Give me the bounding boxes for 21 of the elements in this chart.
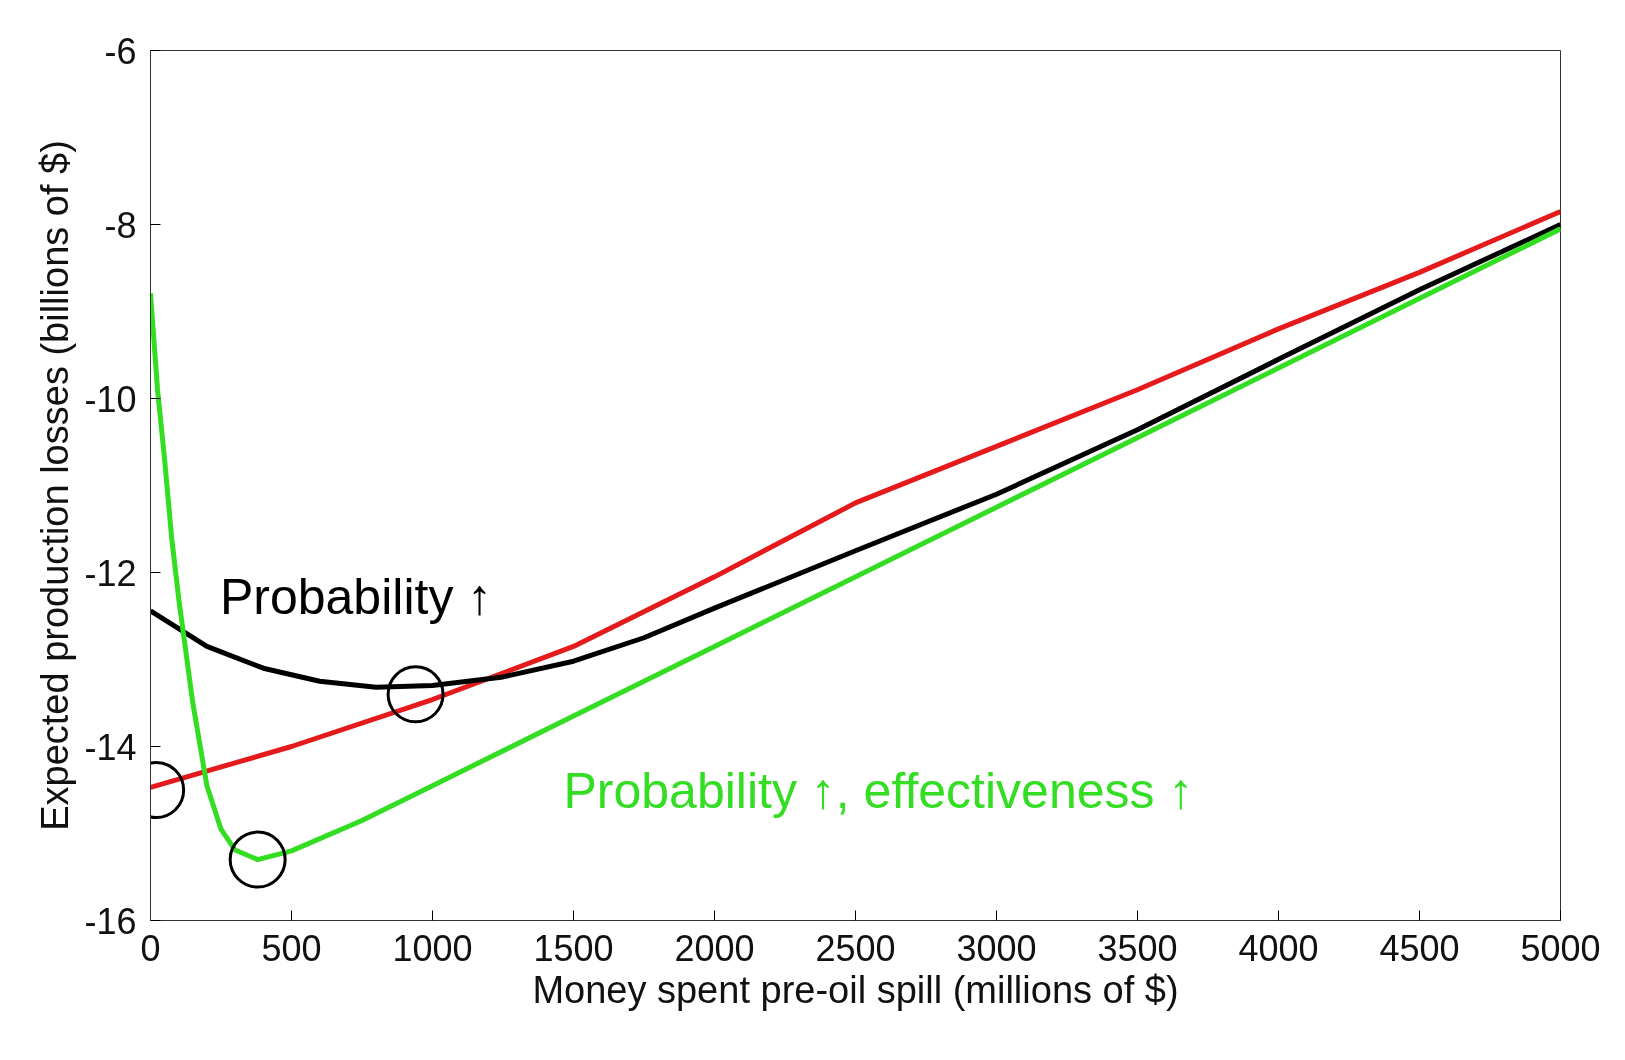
x-tick-label: 4500 [1379,927,1460,969]
x-tick-label: 2000 [674,927,755,969]
x-tick-label: 2500 [815,927,896,969]
x-tick-label: 4000 [1238,927,1319,969]
y-tick-label: -16 [84,900,137,942]
x-tick-label: 1000 [392,927,473,969]
y-axis-title: Expected production losses (billions of $) [34,140,77,831]
x-tick-label: 5000 [1520,927,1601,969]
x-tick-label: 1500 [533,927,614,969]
series-label: Probability ↑, effectiveness ↑ [563,763,1194,820]
series-label: Probability ↑ [219,569,493,626]
y-tick-label: -6 [104,30,137,72]
y-tick-label: -12 [84,552,137,594]
y-tick-label: -8 [104,204,137,246]
y-tick-label: -10 [84,378,137,420]
x-tick-label: 0 [140,927,161,969]
x-tick-label: 3000 [956,927,1037,969]
x-tick-label: 3500 [1097,927,1178,969]
y-tick-label: -14 [84,726,137,768]
x-tick-label: 500 [261,927,322,969]
x-axis-title: Money spent pre-oil spill (millions of $) [532,968,1179,1011]
